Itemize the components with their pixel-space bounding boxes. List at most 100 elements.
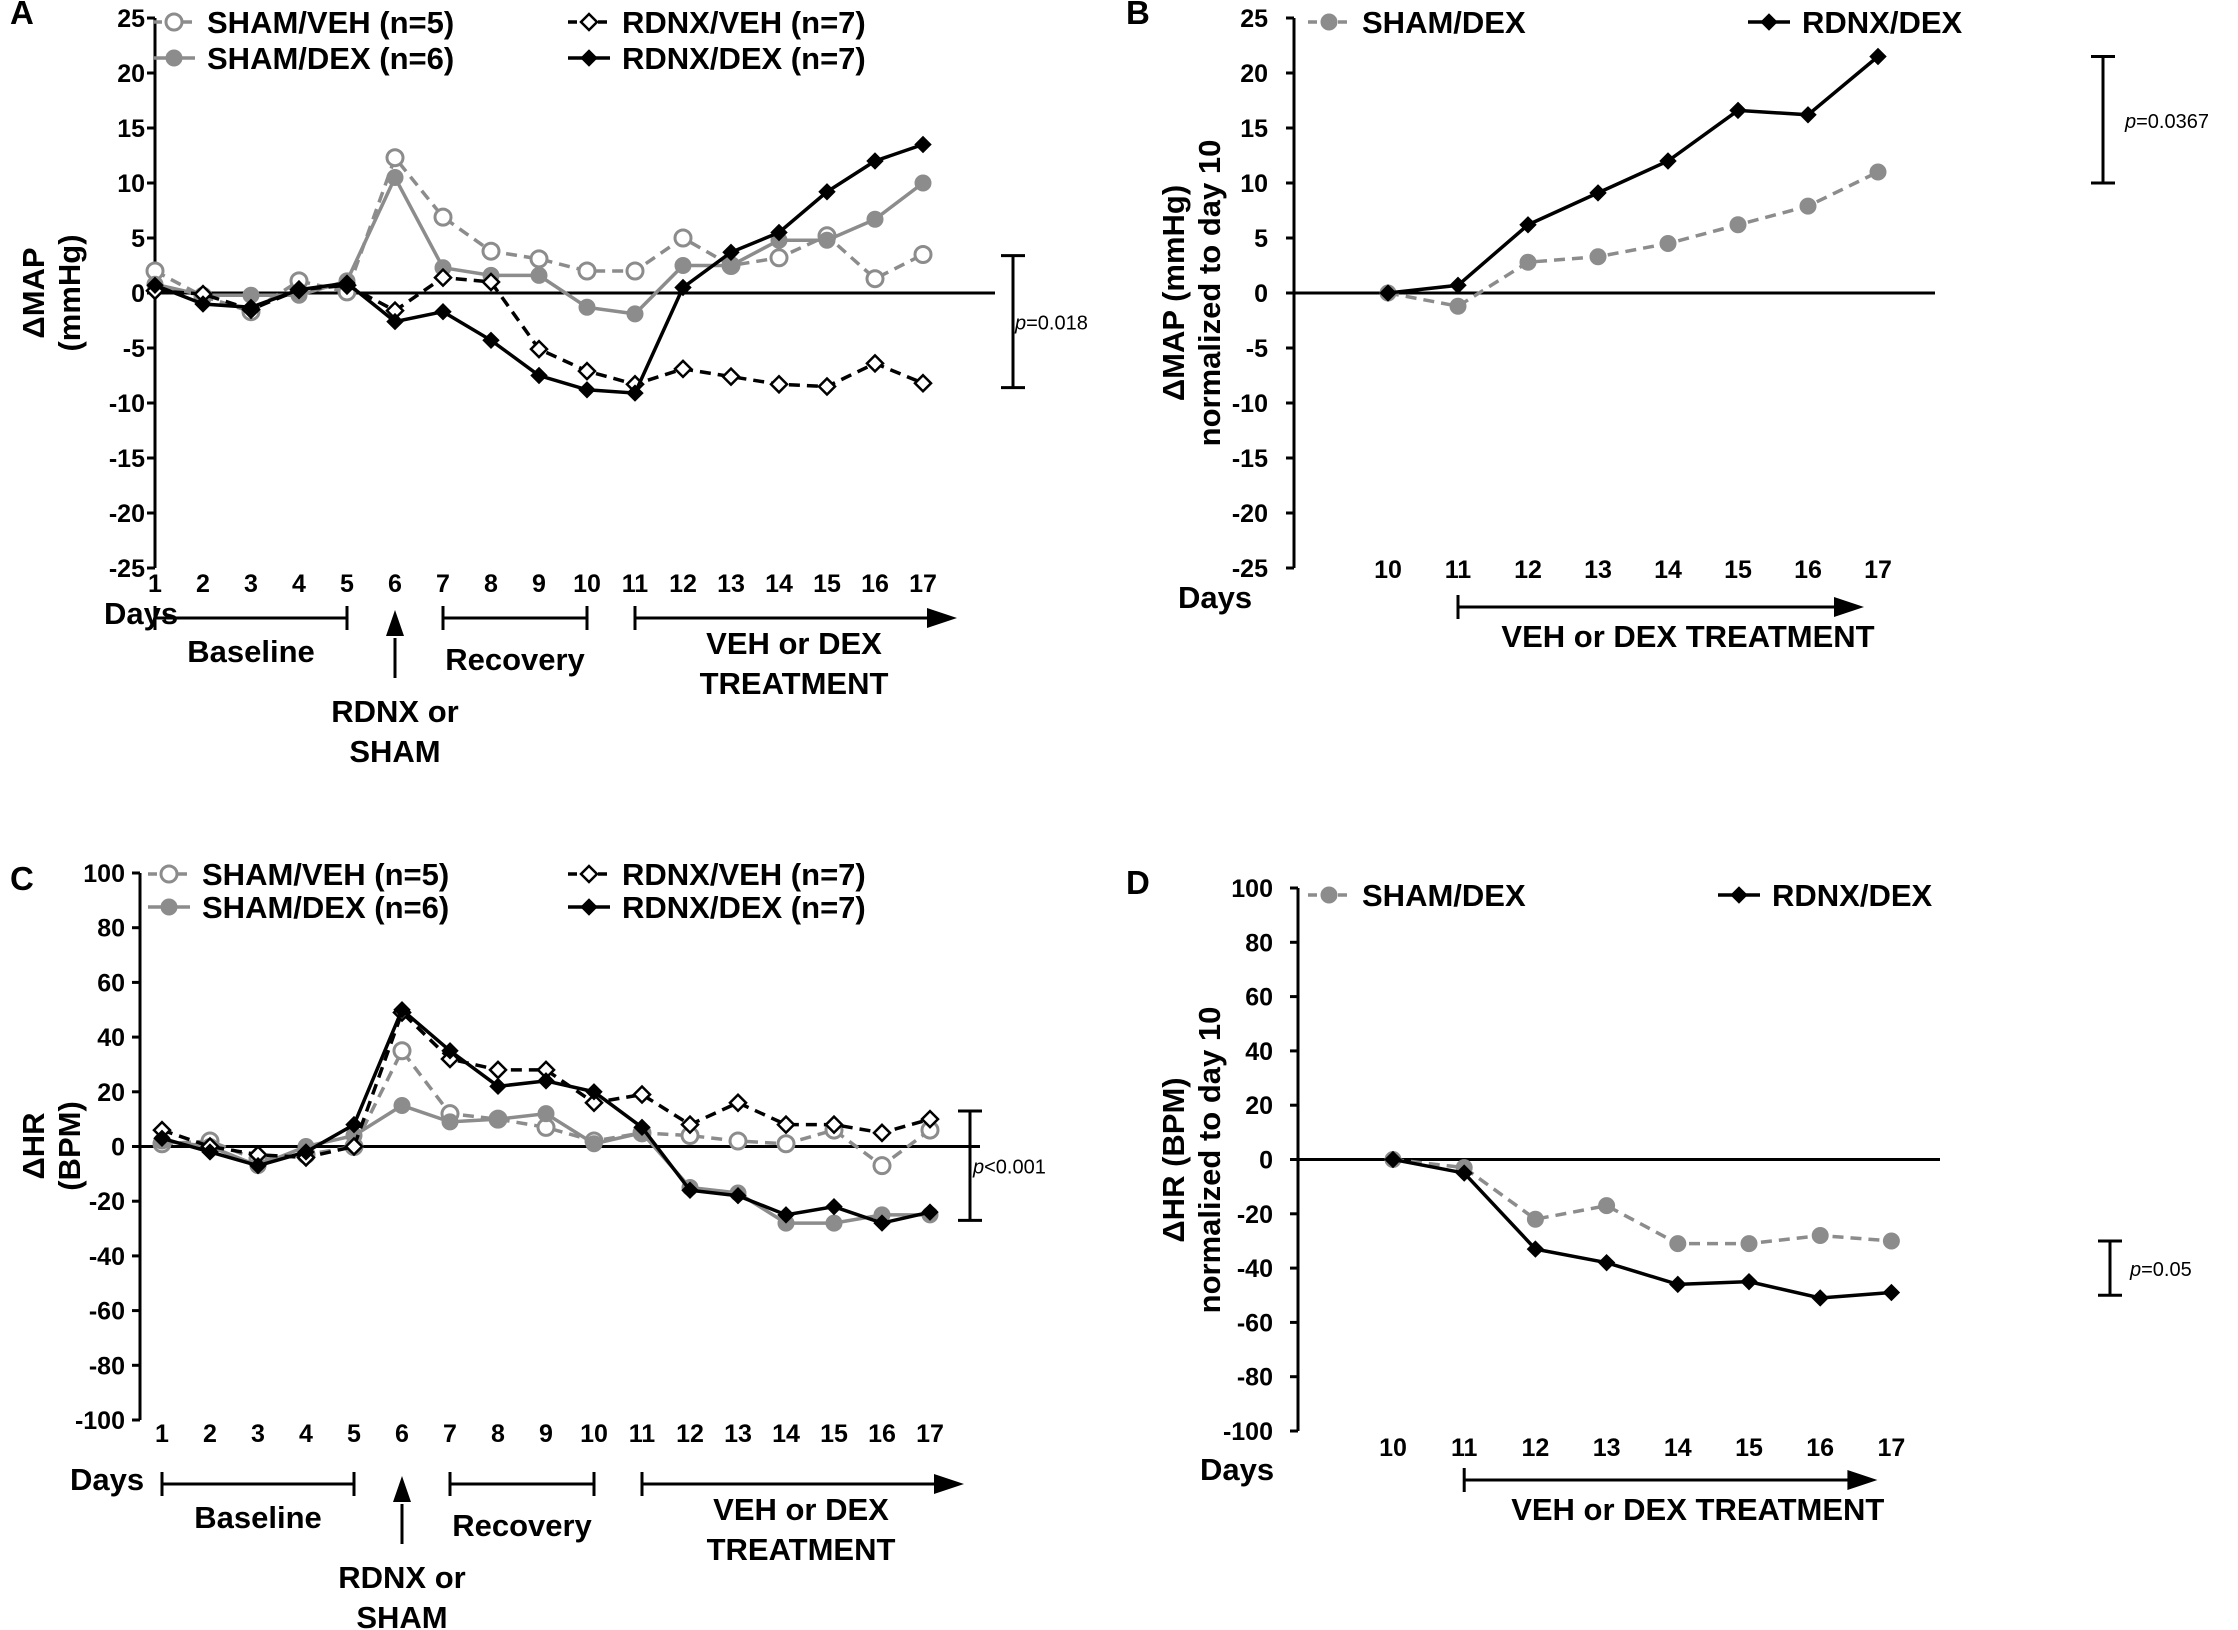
data-point — [818, 231, 836, 249]
data-point — [249, 1156, 267, 1175]
x-tick-label: 7 — [443, 1420, 457, 1448]
data-point — [1379, 284, 1397, 302]
data-point — [529, 249, 549, 269]
y-tick-label: -15 — [1232, 445, 1268, 473]
legend-entry: SHAM/DEX (n=6) — [148, 890, 449, 925]
data-point — [489, 1110, 507, 1128]
data-point — [488, 1060, 508, 1080]
data-point — [1729, 101, 1747, 120]
x-tick-label: 10 — [1379, 1434, 1407, 1462]
data-point — [585, 1083, 603, 1101]
y-tick-label: 0 — [1254, 280, 1268, 308]
x-tick-label: 4 — [292, 570, 306, 598]
legend-label: SHAM/DEX — [1362, 5, 1526, 40]
series-line — [1387, 55, 1880, 295]
y-axis-title-line: ΔHR (BPM) — [1156, 1077, 1191, 1242]
legend-entry: SHAM/VEH (n=5) — [153, 5, 454, 40]
panel-letter: D — [1126, 864, 1150, 901]
x-tick-label: 15 — [820, 1420, 848, 1448]
legend-marker — [1320, 886, 1338, 904]
data-point — [194, 295, 212, 313]
data-point — [481, 272, 501, 292]
data-point — [674, 257, 692, 274]
data-point — [680, 1114, 700, 1135]
y-tick-label: -60 — [89, 1298, 125, 1326]
data-point — [345, 1115, 363, 1134]
data-point — [865, 269, 885, 289]
y-tick-label: -15 — [109, 445, 145, 473]
data-point — [914, 135, 932, 154]
p-value-label: p<0.001 — [972, 1157, 1046, 1179]
data-point — [913, 373, 933, 393]
x-tick-label: 5 — [340, 570, 354, 598]
legend-marker — [580, 898, 598, 916]
y-axis-title: ΔMAP (mmHg)normalized to day 10 — [1156, 140, 1227, 447]
series-sham-dex — [153, 1096, 939, 1232]
data-point — [673, 228, 693, 248]
y-tick-label: -20 — [109, 500, 145, 528]
x-axis-title: Days — [70, 1462, 144, 1497]
recovery-label: Recovery — [445, 642, 585, 677]
data-point — [530, 366, 548, 385]
data-point — [578, 381, 596, 399]
y-tick-label: 0 — [1259, 1147, 1273, 1175]
y-axis-title: ΔHR(BPM) — [16, 1101, 87, 1191]
legend-label: SHAM/DEX (n=6) — [207, 41, 454, 76]
x-tick-label: 8 — [491, 1420, 505, 1448]
data-point — [1799, 106, 1817, 124]
x-tick-label: 6 — [388, 570, 402, 598]
data-point — [482, 331, 500, 350]
x-tick-label: 8 — [484, 570, 498, 598]
series-sham-dex — [1384, 1151, 1900, 1253]
data-point — [818, 183, 836, 201]
series-sham-dex — [146, 169, 932, 323]
data-point — [865, 353, 885, 374]
data-point — [577, 361, 597, 381]
data-point — [1669, 1235, 1687, 1253]
treatment-label: VEH or DEX — [713, 1492, 889, 1527]
data-point — [728, 1092, 748, 1113]
p-value-italic: p — [972, 1157, 984, 1179]
data-point — [632, 1084, 652, 1105]
surgery-label: SHAM — [356, 1600, 447, 1630]
legend-label: SHAM/DEX (n=6) — [202, 890, 449, 925]
x-axis-title: Days — [1178, 580, 1252, 615]
data-point — [153, 1129, 171, 1148]
legend-marker — [1760, 13, 1778, 31]
legend-entry: RDNX/DEX (n=7) — [568, 890, 866, 925]
y-tick-label: 5 — [1254, 225, 1268, 253]
data-point — [297, 1143, 315, 1161]
x-tick-label: 10 — [1374, 556, 1402, 584]
p-value-label: p=0.018 — [1014, 313, 1088, 335]
data-point — [633, 1118, 651, 1137]
data-point — [537, 1072, 555, 1090]
y-axis-title: ΔHR (BPM)normalized to day 10 — [1156, 1007, 1227, 1314]
y-tick-label: 40 — [1245, 1038, 1273, 1066]
series-line — [1392, 1157, 1892, 1246]
data-point — [529, 339, 549, 359]
data-point — [626, 305, 644, 323]
data-point — [441, 1042, 459, 1060]
x-tick-label: 9 — [539, 1420, 553, 1448]
data-point — [1589, 184, 1607, 202]
data-point — [626, 384, 644, 402]
x-tick-label: 4 — [299, 1420, 313, 1448]
x-tick-label: 15 — [1724, 556, 1752, 584]
data-point — [866, 152, 884, 170]
x-tick-label: 13 — [1584, 556, 1612, 584]
x-tick-label: 12 — [1514, 556, 1542, 584]
legend-marker — [165, 49, 183, 67]
x-tick-label: 11 — [1451, 1434, 1478, 1462]
data-point — [721, 366, 741, 387]
data-point — [1449, 276, 1467, 295]
data-point — [777, 1206, 795, 1224]
data-point — [1659, 235, 1677, 252]
x-tick-label: 2 — [196, 570, 210, 598]
data-point — [1882, 1283, 1901, 1302]
y-tick-label: -20 — [1232, 500, 1268, 528]
data-point — [1526, 1210, 1544, 1228]
data-point — [441, 1113, 459, 1131]
p-value-label: p=0.0367 — [2124, 111, 2209, 133]
y-tick-label: 5 — [131, 225, 145, 253]
p-value-label: p=0.05 — [2129, 1259, 2192, 1281]
